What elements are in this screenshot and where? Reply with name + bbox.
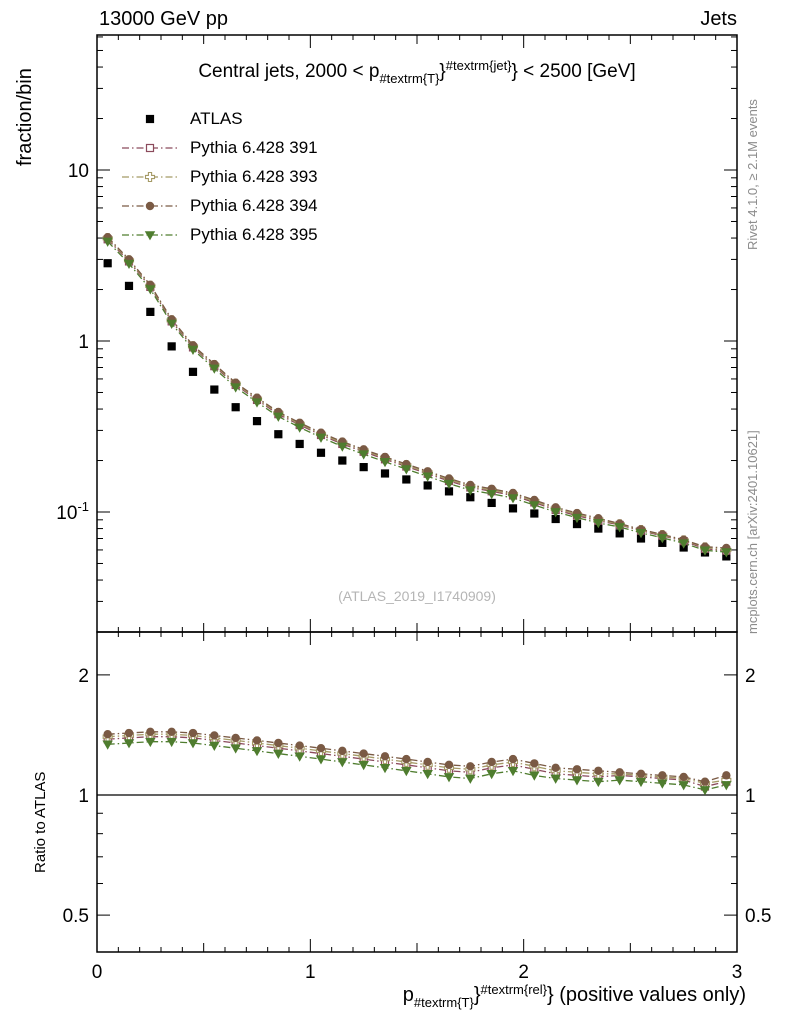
legend-label: Pythia 6.428 395 xyxy=(190,224,318,244)
plot-title: Central jets, 2000 < p#textrm{T}}#textrm… xyxy=(97,58,737,86)
svg-text:1: 1 xyxy=(78,786,89,807)
svg-text:2: 2 xyxy=(78,666,89,687)
svg-text:0.5: 0.5 xyxy=(63,906,89,927)
legend-item-pythia-393: Pythia 6.428 393 xyxy=(120,162,318,191)
axis-ticks xyxy=(96,35,738,952)
data-series xyxy=(97,232,737,796)
mc-series-4 xyxy=(102,237,732,796)
legend-item-atlas: ATLAS xyxy=(120,104,318,133)
legend-label: Pythia 6.428 391 xyxy=(190,137,318,157)
title-subscript: #textrm{T} xyxy=(379,71,440,86)
legend-label: Pythia 6.428 394 xyxy=(190,195,318,215)
y-axis-label-top: fraction/bin xyxy=(14,68,36,166)
pythia-394-marker-icon xyxy=(122,201,178,210)
title-superscript: #textrm{jet} xyxy=(445,58,512,73)
svg-text:0.5: 0.5 xyxy=(745,906,771,927)
title-brace: } xyxy=(439,61,446,82)
mc-series-3 xyxy=(103,232,731,786)
svg-text:10-1: 10-1 xyxy=(56,499,89,524)
svg-text:10: 10 xyxy=(68,161,89,182)
svg-text:1: 1 xyxy=(305,962,316,983)
legend-item-pythia-395: Pythia 6.428 395 xyxy=(120,220,318,249)
svg-text:1: 1 xyxy=(78,332,89,353)
pythia-395-marker-icon xyxy=(122,230,178,240)
title-text-end: } < 2500 [GeV] xyxy=(511,61,636,82)
svg-text:0: 0 xyxy=(92,962,103,983)
legend-label: Pythia 6.428 393 xyxy=(190,166,318,186)
xlabel-brace: } xyxy=(473,984,481,1006)
analysis-id-watermark: (ATLAS_2019_I1740909) xyxy=(338,588,496,604)
axis-tick-labels: 10 1 10-1 2 2 1 1 0.5 0.5 0 1 2 3 xyxy=(56,161,771,983)
svg-text:3: 3 xyxy=(732,962,743,983)
mc-series-1 xyxy=(103,235,731,791)
svg-text:2: 2 xyxy=(745,666,756,687)
xlabel-text-end: } (positive values only) xyxy=(547,984,746,1006)
mc-series-2 xyxy=(102,233,732,789)
svg-text:1: 1 xyxy=(745,786,756,807)
beam-energy-label: 13000 GeV pp xyxy=(99,8,228,30)
title-text: Central jets, 2000 < p xyxy=(198,61,380,82)
atlas-marker-icon xyxy=(145,114,155,123)
svg-text:2: 2 xyxy=(518,962,529,983)
pythia-393-marker-icon xyxy=(122,171,178,182)
legend-item-pythia-391: Pythia 6.428 391 xyxy=(120,133,318,162)
mcplots-reference-note: mcplots.cern.ch [arXiv:2401.10621] xyxy=(745,430,760,634)
pythia-391-marker-icon xyxy=(122,143,178,152)
legend-item-pythia-394: Pythia 6.428 394 xyxy=(120,191,318,220)
x-axis-label: p#textrm{T}}#textrm{rel}} (positive valu… xyxy=(403,982,746,1010)
xlabel-subscript: #textrm{T} xyxy=(413,995,474,1010)
legend: ATLAS Pythia 6.428 391 Pythia 6.428 393 … xyxy=(120,104,318,249)
xlabel-superscript: #textrm{rel} xyxy=(480,982,548,997)
atlas-data-points xyxy=(103,259,731,561)
process-label: Jets xyxy=(700,8,737,30)
y-axis-label-ratio: Ratio to ATLAS xyxy=(32,771,49,873)
legend-label: ATLAS xyxy=(190,108,243,128)
xlabel-text: p xyxy=(402,984,414,1006)
rivet-version-note: Rivet 4.1.0, ≥ 2.1M events xyxy=(745,99,760,250)
